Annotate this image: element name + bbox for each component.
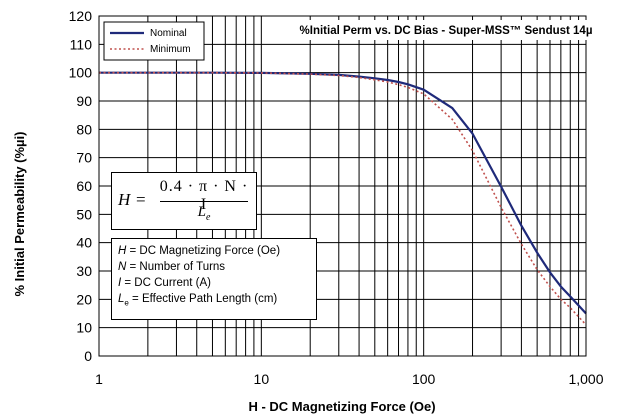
definition-symbol: I — [118, 277, 122, 289]
x-axis-label: H - DC Magnetizing Force (Oe) — [248, 399, 435, 414]
legend-label-nominal: Nominal — [150, 28, 187, 39]
y-tick-label: 60 — [76, 178, 92, 194]
formula-lhs: H — [118, 190, 131, 209]
definition-symbol: N — [118, 261, 127, 273]
definition-line: N = Number of Turns — [118, 259, 310, 275]
y-tick-label: 120 — [69, 8, 93, 24]
chart-title: %Initial Perm vs. DC Bias - Super-MSS™ S… — [300, 25, 593, 37]
x-tick-label: 1 — [95, 371, 103, 387]
y-tick-label: 70 — [76, 150, 92, 166]
title-box — [262, 20, 628, 40]
formula-box: H = 0.4 · π · N · I Le — [111, 172, 257, 230]
formula-equals: = — [136, 190, 146, 209]
formula-denominator-symbol: L — [197, 204, 206, 220]
y-tick-label: 90 — [76, 93, 92, 109]
formula-numerator: 0.4 · π · N · I — [159, 178, 249, 213]
definition-text: = DC Magnetizing Force (Oe) — [126, 245, 281, 257]
legend: Nominal Minimum — [103, 21, 205, 61]
plot-area-frame — [98, 15, 587, 357]
formula-fraction-bar — [160, 201, 248, 202]
y-tick-label: 0 — [84, 348, 92, 364]
y-axis-label: % Initial Permeability (%µi) — [12, 132, 27, 297]
y-tick-label: 30 — [76, 263, 92, 279]
y-tick-label: 80 — [76, 121, 92, 137]
legend-box — [103, 21, 205, 61]
definitions-box: H = DC Magnetizing Force (Oe) N = Number… — [111, 238, 317, 320]
legend-label-minimum: Minimum — [150, 44, 191, 55]
y-tick-label: 20 — [76, 291, 92, 307]
definition-symbol: H — [118, 245, 127, 257]
y-tick-label: 110 — [70, 36, 93, 52]
x-tick-labels: 1 10 100 1,000 — [95, 371, 604, 387]
definition-symbol: L — [118, 293, 125, 305]
x-tick-label: 100 — [412, 371, 436, 387]
y-tick-label: 10 — [76, 320, 92, 336]
x-tick-label: 10 — [254, 371, 270, 387]
series-lines — [99, 71, 587, 326]
definition-line: Le = Effective Path Length (cm) — [118, 291, 310, 311]
formula-denominator: Le — [158, 204, 250, 223]
y-tick-label: 40 — [76, 235, 92, 251]
formula-denominator-sub: e — [205, 212, 211, 223]
series-line-nominal — [99, 71, 587, 315]
x-tick-label: 1,000 — [568, 371, 603, 387]
definition-text: = Effective Path Length (cm) — [128, 293, 278, 305]
definition-sub: e — [124, 298, 129, 308]
y-tick-labels: 0 10 20 30 40 50 60 70 80 90 100 110 120 — [69, 8, 93, 364]
definition-line: I = DC Current (A) — [118, 275, 310, 291]
definition-text: = Number of Turns — [126, 261, 226, 273]
definition-text: = DC Current (A) — [121, 277, 211, 289]
definition-line: H = DC Magnetizing Force (Oe) — [118, 243, 310, 259]
y-tick-label: 50 — [76, 206, 92, 222]
y-tick-label: 100 — [69, 65, 93, 81]
